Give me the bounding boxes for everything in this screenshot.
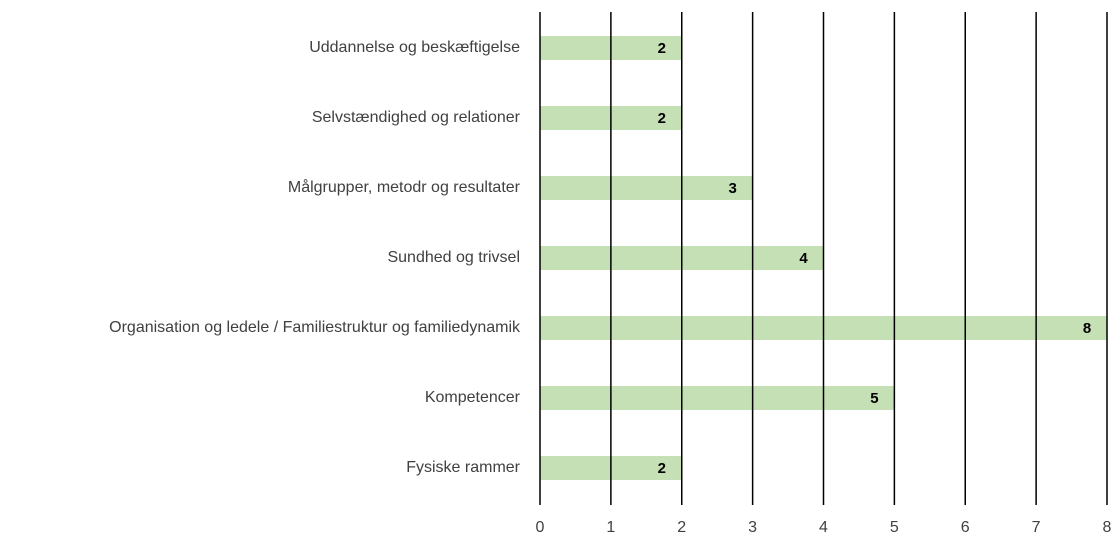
y-tick-label: Målgrupper, metodr og resultater [288, 178, 521, 196]
y-tick-label: Fysiske rammer [406, 459, 520, 476]
x-tick-label: 1 [606, 519, 615, 536]
y-tick-label: Uddannelse og beskæftigelse [309, 39, 520, 56]
y-tick-label: Organisation og ledele / Familiestruktur… [109, 319, 521, 336]
x-tick-label: 0 [536, 519, 545, 536]
value-label: 2 [658, 40, 666, 57]
x-tick-label: 3 [748, 519, 757, 536]
value-label: 2 [658, 110, 666, 127]
value-label: 8 [1083, 320, 1091, 337]
y-tick-label: Kompetencer [425, 389, 521, 406]
value-label: 2 [658, 460, 666, 477]
value-label: 3 [728, 180, 736, 197]
bar [540, 176, 753, 200]
x-tick-label: 6 [961, 519, 970, 536]
x-tick-label: 4 [819, 519, 828, 536]
y-tick-label: Sundhed og trivsel [387, 249, 520, 266]
x-tick-label: 2 [677, 519, 686, 536]
value-label: 4 [799, 250, 808, 267]
y-tick-label: Selvstændighed og relationer [312, 109, 521, 126]
bar [540, 386, 895, 410]
x-tick-label: 8 [1103, 519, 1112, 536]
x-tick-label: 7 [1032, 519, 1041, 536]
x-tick-label: 5 [890, 519, 899, 536]
value-label: 5 [870, 390, 878, 407]
